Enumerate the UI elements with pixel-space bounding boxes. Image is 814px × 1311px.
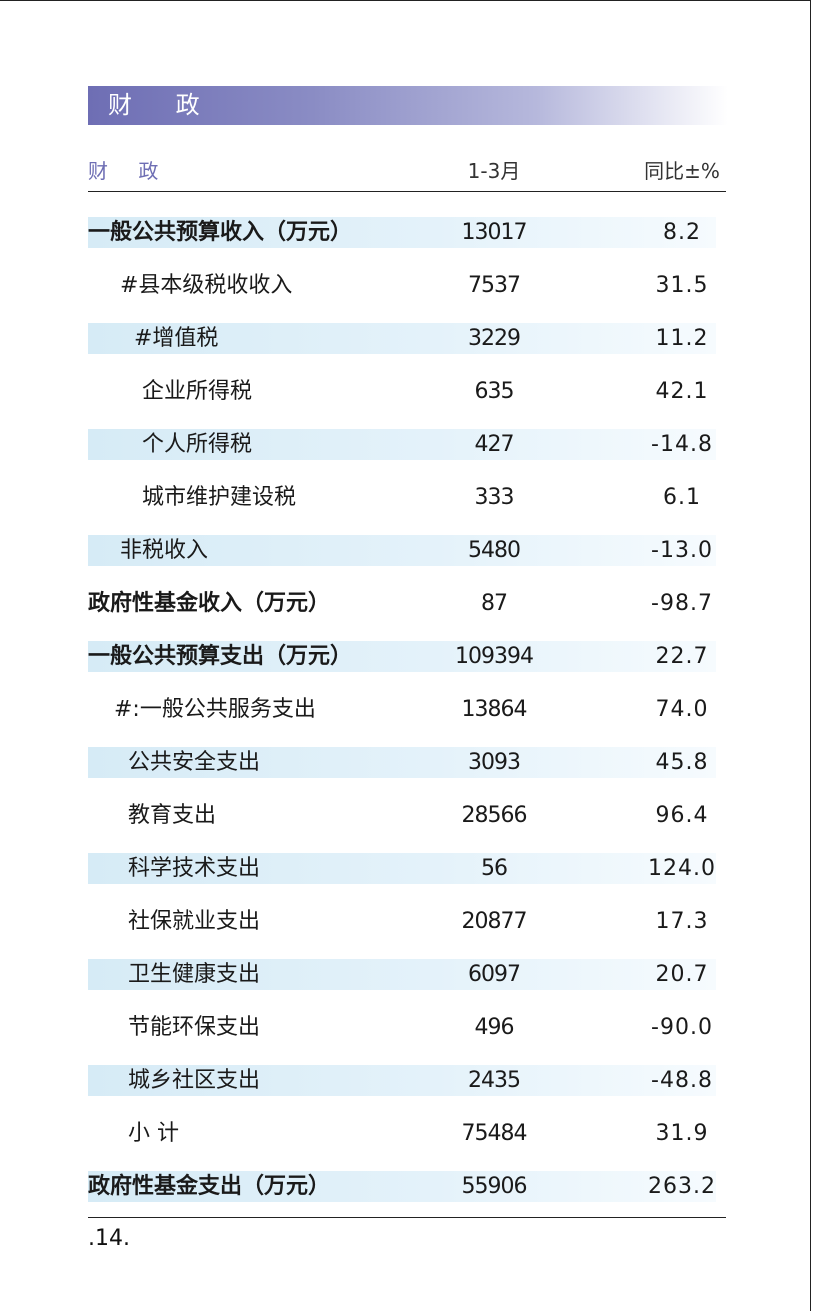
row-label: 个人所得税: [142, 432, 253, 457]
row-shading: [88, 641, 716, 672]
row-value: 75484: [461, 1121, 528, 1146]
row-label: 城市维护建设税: [142, 485, 297, 510]
table-row: 城市维护建设税 333 6.1: [0, 471, 814, 524]
row-yoy: -48.8: [651, 1068, 713, 1093]
row-value: 87: [481, 591, 508, 616]
row-yoy: 263.2: [648, 1174, 716, 1199]
row-shading: [88, 1065, 716, 1096]
table-row: #:一般公共服务支出 13864 74.0: [0, 683, 814, 736]
row-label: 一般公共预算收入（万元）: [88, 220, 353, 245]
header-divider: [88, 191, 726, 192]
row-shading: [88, 747, 716, 778]
row-yoy: 22.7: [655, 644, 709, 669]
table-row: 一般公共预算支出（万元） 109394 22.7: [0, 630, 814, 683]
table-row: 科学技术支出 56 124.0: [0, 842, 814, 895]
row-label: 政府性基金支出（万元）: [88, 1174, 331, 1199]
row-value: 20877: [461, 909, 528, 934]
table-row: 个人所得税 427 -14.8: [0, 418, 814, 471]
row-shading: [88, 323, 716, 354]
row-yoy: 17.3: [655, 909, 709, 934]
row-value: 5480: [468, 538, 521, 563]
row-label: 小 计: [128, 1121, 179, 1146]
footer-divider: [88, 1217, 726, 1218]
row-label: 一般公共预算支出（万元）: [88, 644, 353, 669]
table-row: 教育支出 28566 96.4: [0, 789, 814, 842]
table-row: #县本级税收收入 7537 31.5: [0, 259, 814, 312]
table-row: 一般公共预算收入（万元） 13017 8.2: [0, 206, 814, 259]
page-border-top: [0, 0, 810, 1]
row-yoy: 11.2: [655, 326, 709, 351]
table-row: 公共安全支出 3093 45.8: [0, 736, 814, 789]
row-yoy: 8.2: [663, 220, 701, 245]
row-value: 13864: [461, 697, 528, 722]
table-row: 企业所得税 635 42.1: [0, 365, 814, 418]
table-row: #增值税 3229 11.2: [0, 312, 814, 365]
row-value: 427: [474, 432, 515, 457]
row-yoy: 45.8: [655, 750, 709, 775]
table-row: 节能环保支出 496 -90.0: [0, 1001, 814, 1054]
row-shading: [88, 535, 716, 566]
page-number: .14.: [88, 1226, 130, 1251]
row-yoy: -98.7: [651, 591, 713, 616]
row-value: 109394: [455, 644, 534, 669]
row-yoy: -14.8: [651, 432, 713, 457]
row-value: 7537: [468, 273, 521, 298]
row-value: 13017: [461, 220, 528, 245]
row-label: 卫生健康支出: [128, 962, 261, 987]
row-shading: [88, 853, 716, 884]
row-value: 6097: [468, 962, 521, 987]
row-shading: [88, 217, 716, 248]
page-border-right: [810, 0, 811, 1311]
section-banner: 财 政: [88, 86, 728, 125]
row-label: 科学技术支出: [128, 856, 261, 881]
row-label: 企业所得税: [142, 379, 253, 404]
row-label: 社保就业支出: [128, 909, 261, 934]
row-yoy: 20.7: [655, 962, 709, 987]
row-label: #县本级税收收入: [120, 273, 293, 298]
row-value: 2435: [468, 1068, 521, 1093]
section-title: 财 政: [108, 91, 218, 119]
row-value: 55906: [461, 1174, 528, 1199]
row-yoy: 6.1: [663, 485, 701, 510]
row-label: 节能环保支出: [128, 1015, 261, 1040]
row-shading: [88, 959, 716, 990]
row-value: 3229: [468, 326, 521, 351]
row-value: 28566: [461, 803, 528, 828]
table-row: 政府性基金支出（万元） 55906 263.2: [0, 1160, 814, 1213]
row-yoy: -90.0: [651, 1015, 713, 1040]
table-row: 小 计 75484 31.9: [0, 1107, 814, 1160]
row-label: 公共安全支出: [128, 750, 261, 775]
table-row: 政府性基金收入（万元） 87 -98.7: [0, 577, 814, 630]
row-label: 非税收入: [120, 538, 209, 563]
row-yoy: 96.4: [655, 803, 709, 828]
row-yoy: 42.1: [655, 379, 709, 404]
row-value: 496: [474, 1015, 515, 1040]
row-label: 政府性基金收入（万元）: [88, 591, 331, 616]
row-shading: [88, 429, 716, 460]
table-row: 卫生健康支出 6097 20.7: [0, 948, 814, 1001]
row-label: #:一般公共服务支出: [114, 697, 316, 722]
table-row: 非税收入 5480 -13.0: [0, 524, 814, 577]
row-value: 3093: [468, 750, 521, 775]
table-row: 社保就业支出 20877 17.3: [0, 895, 814, 948]
row-value: 56: [481, 856, 508, 881]
row-value: 635: [474, 379, 515, 404]
row-value: 333: [474, 485, 515, 510]
column-header-item: 财 政: [88, 159, 171, 183]
row-label: 城乡社区支出: [128, 1068, 261, 1093]
row-yoy: 31.9: [655, 1121, 709, 1146]
row-label: #增值税: [134, 326, 219, 351]
row-yoy: -13.0: [651, 538, 713, 563]
table-row: 城乡社区支出 2435 -48.8: [0, 1054, 814, 1107]
row-yoy: 124.0: [648, 856, 716, 881]
row-yoy: 31.5: [655, 273, 709, 298]
row-shading: [88, 1171, 716, 1202]
row-yoy: 74.0: [655, 697, 709, 722]
row-label: 教育支出: [128, 803, 217, 828]
